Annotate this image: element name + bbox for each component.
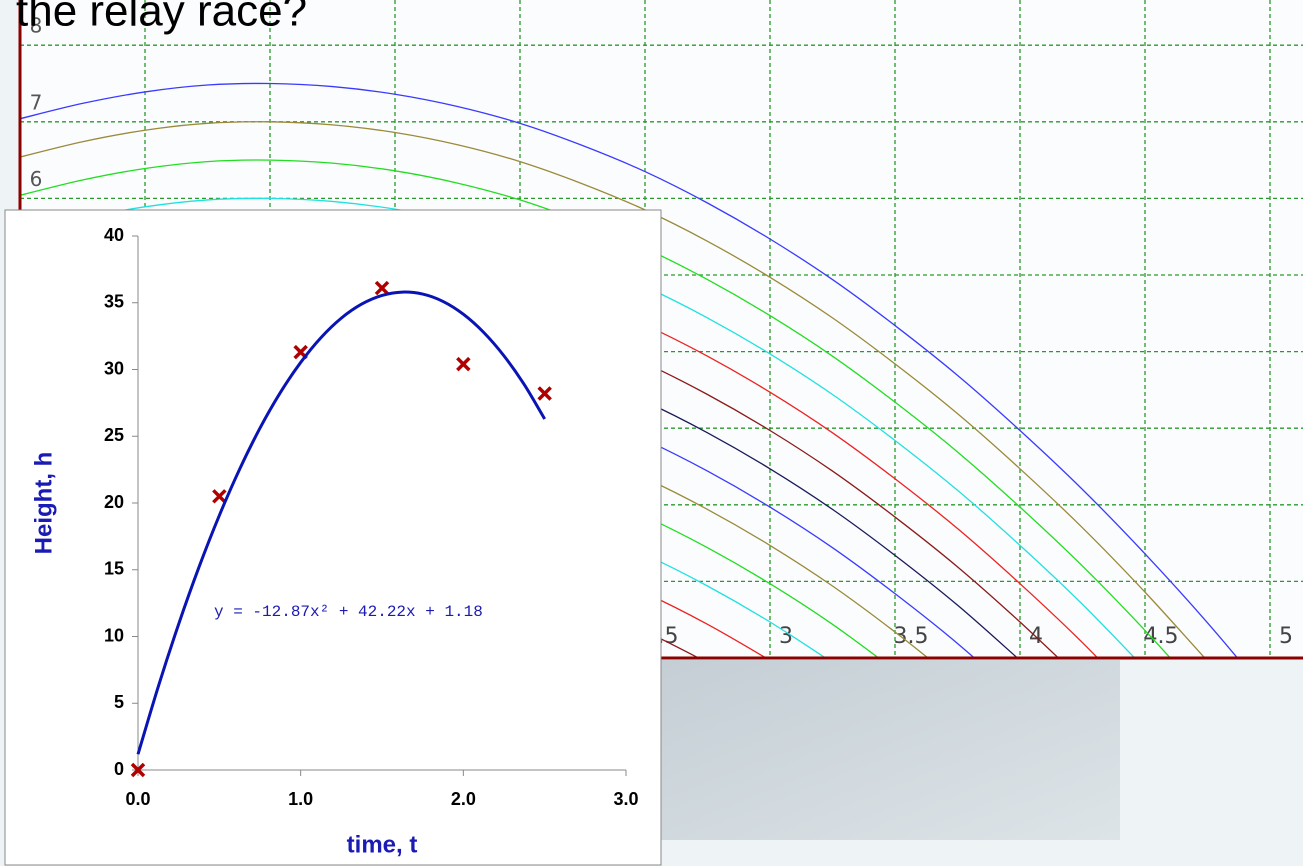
- x-tick-label: 5: [1279, 624, 1293, 649]
- x-tick-label: 0.0: [125, 789, 150, 809]
- y-tick-label: 40: [104, 225, 124, 245]
- data-point: [212, 489, 227, 504]
- photo: [660, 660, 1120, 840]
- x-tick-label: 2.0: [451, 789, 476, 809]
- y-tick-label: 30: [104, 358, 124, 378]
- x-tick-label: 3: [779, 624, 793, 649]
- inset-chart: 0 5 10 15 20 25 30 35 40 0.0 1.0 2.0 3.0 time, t Heigh…: [30, 225, 638, 859]
- fit-curve: [136, 290, 546, 755]
- slide-title: the relay race?: [16, 0, 307, 36]
- y-tick-label: 6: [30, 167, 43, 191]
- inset-panel: [4, 209, 662, 866]
- y-tick-label: 25: [104, 425, 124, 445]
- y-tick-label: 20: [104, 492, 124, 512]
- y-tick-label: 7: [30, 90, 43, 114]
- x-axis-label: time, t: [347, 831, 418, 858]
- y-tick-label: 10: [104, 625, 124, 645]
- y-tick-label: 15: [104, 559, 124, 579]
- data-point: [374, 280, 390, 296]
- data-point: [456, 356, 471, 372]
- x-tick-label: 1.0: [288, 789, 313, 809]
- y-tick-label: 5: [114, 692, 124, 712]
- x-tick-label: 4.5: [1144, 624, 1179, 649]
- y-tick-label: 35: [104, 292, 124, 312]
- x-tick-label: 3.0: [613, 789, 638, 809]
- y-tick-label: 0: [114, 759, 124, 779]
- equation: y = -12.87x² + 42.22x + 1.18: [214, 603, 483, 621]
- data-point: [537, 386, 552, 401]
- data-point: [130, 762, 146, 778]
- y-tick-label: 8: [30, 14, 43, 38]
- y-axis-label: Height, h: [30, 452, 57, 555]
- trajectory: [20, 82, 1239, 658]
